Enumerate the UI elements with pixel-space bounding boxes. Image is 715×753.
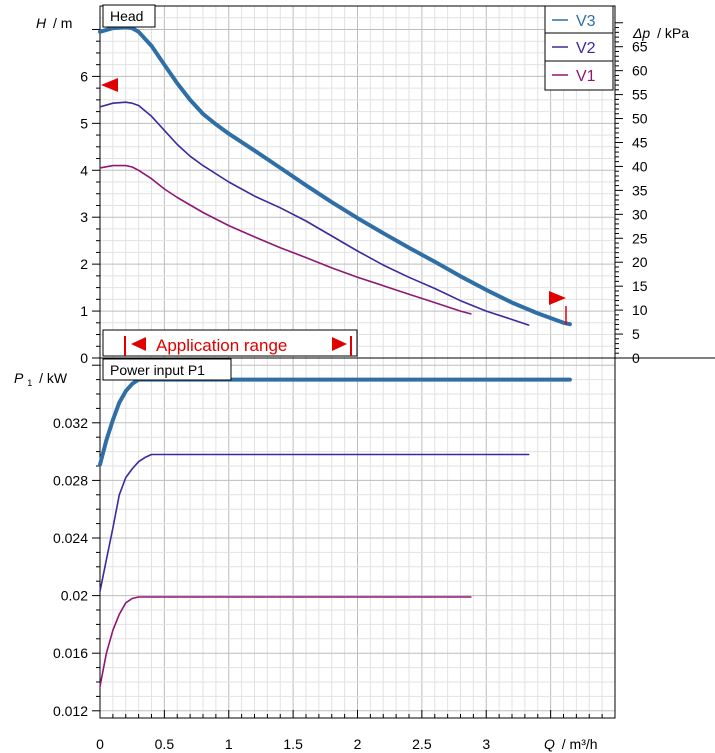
dp-axis-symbol: Δp: [632, 25, 650, 41]
head-title-box: [102, 4, 156, 28]
dp-tick-label: 35: [632, 182, 648, 198]
legend-label-v1: V1: [576, 68, 596, 85]
power-axis-label: P 1 / kW: [14, 370, 68, 389]
head-axis-label: H / m: [36, 15, 72, 31]
head-tick-label: 5: [80, 115, 88, 131]
flow-tick-label: 2: [354, 736, 362, 752]
power-curve-v1: [99, 596, 472, 688]
application-range-label: Application range: [156, 336, 287, 355]
flow-tick-label: 0.5: [155, 736, 175, 752]
legend: V3 V2 V1: [544, 5, 614, 91]
dp-axis-unit: / kPa: [657, 25, 689, 41]
flow-tick-label: 3: [482, 736, 490, 752]
dp-tick-label: 45: [632, 134, 648, 150]
power-tick-label: 0.028: [53, 472, 88, 488]
curves: [98, 25, 572, 688]
power-axis-subscript: 1: [27, 378, 32, 388]
dp-tick-label: 55: [632, 87, 648, 103]
dp-tick-label: 15: [632, 278, 648, 294]
application-range-left-arrow: [131, 337, 146, 351]
head-tick-label: 6: [80, 68, 88, 84]
flow-tick-label: 0: [96, 736, 104, 752]
grid: [99, 5, 616, 718]
dp-tick-label: 5: [632, 326, 640, 342]
legend-label-v2: V2: [576, 40, 596, 57]
power-tick-label: 0.012: [53, 703, 88, 719]
head-tick-label: 3: [80, 209, 88, 225]
start-marker-triangle: [101, 78, 118, 92]
dp-tick-label: 0: [632, 350, 640, 366]
flow-tick-label: 1.5: [283, 736, 303, 752]
dp-tick-label: 30: [632, 206, 648, 222]
dp-tick-label: 40: [632, 158, 648, 174]
flow-tick-label: 1: [225, 736, 233, 752]
power-tick-label: 0.02: [61, 588, 88, 604]
power-axis-unit: / kW: [39, 370, 68, 386]
power-tick-label: 0.024: [53, 530, 88, 546]
dp-tick-label: 20: [632, 254, 648, 270]
flow-axis-unit: / m³/h: [562, 736, 598, 752]
head-tick-label: 4: [80, 162, 88, 178]
end-marker-triangle: [549, 291, 566, 305]
flow-axis-symbol: Q: [544, 736, 555, 752]
power-axis-symbol: P: [14, 370, 24, 386]
flow-axis-label: Q / m³/h: [544, 736, 598, 752]
legend-label-v3: V3: [576, 13, 596, 30]
power-curve-v2: [99, 453, 530, 593]
power-title-box: [102, 358, 232, 381]
head-curve-v3: [98, 25, 572, 327]
dp-tick-label: 25: [632, 230, 648, 246]
power-tick-label: 0.032: [53, 415, 88, 431]
power-tick-label: 0.016: [53, 645, 88, 661]
head-tick-label: 1: [80, 303, 88, 319]
application-range-right-arrow: [332, 337, 347, 351]
head-title: Head: [110, 8, 143, 24]
head-axis-symbol: H: [36, 15, 47, 31]
head-axis-unit: / m: [53, 15, 72, 31]
dp-axis-label: Δp / kPa: [632, 25, 689, 41]
flow-tick-label: 2.5: [412, 736, 432, 752]
dp-tick-label: 10: [632, 302, 648, 318]
dp-tick-label: 65: [632, 39, 648, 55]
head-tick-label: 2: [80, 256, 88, 272]
head-curve-v1: [99, 164, 472, 315]
head-curve-v2: [99, 101, 530, 326]
head-tick-label: 0: [80, 350, 88, 366]
dp-tick-label: 50: [632, 111, 648, 127]
power-title: Power input P1: [110, 362, 205, 378]
dp-tick-label: 60: [632, 63, 648, 79]
axis-ticks: 0123456051015202530354045505560650.0120.…: [53, 22, 648, 752]
